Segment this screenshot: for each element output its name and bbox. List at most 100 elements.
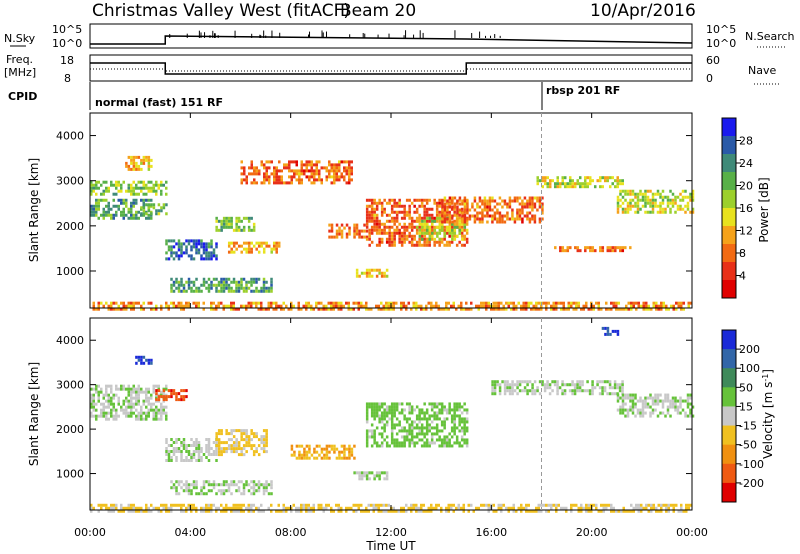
echo-cell <box>483 214 487 218</box>
echo-cell <box>190 438 193 441</box>
echo-cell <box>107 405 110 409</box>
echo-cell <box>355 274 359 278</box>
echo-cell <box>195 509 198 513</box>
echo-cell <box>395 408 399 412</box>
echo-cell <box>440 423 444 427</box>
echo-cell <box>90 183 93 187</box>
echo-cell <box>517 506 520 510</box>
echo-cell <box>305 301 308 305</box>
echo-cell <box>597 304 600 308</box>
echo-cell <box>348 447 351 451</box>
echo-cell <box>637 301 640 305</box>
echo-cell <box>95 183 98 187</box>
echo-cell <box>400 408 404 412</box>
echo-cell <box>370 429 374 433</box>
echo-cell <box>130 216 133 220</box>
echo-cell <box>516 199 519 203</box>
echo-cell <box>388 405 391 409</box>
echo-cell <box>651 210 655 214</box>
echo-cell <box>537 307 540 311</box>
echo-cell <box>187 239 191 243</box>
echo-cell <box>368 402 371 406</box>
echo-cell <box>92 304 95 308</box>
echo-cell <box>470 503 473 507</box>
echo-cell <box>456 219 459 223</box>
y-tick-label: 3000 <box>56 175 84 188</box>
echo-cell <box>348 453 351 457</box>
echo-cell <box>260 181 263 185</box>
echo-cell <box>382 304 385 308</box>
echo-cell <box>150 216 153 220</box>
echo-cell <box>438 198 441 202</box>
echo-cell <box>368 210 371 214</box>
echo-cell <box>448 217 452 221</box>
echo-cell <box>242 492 246 496</box>
echo-cell <box>457 503 460 507</box>
echo-cell <box>423 237 426 241</box>
echo-cell <box>235 219 238 223</box>
echo-cell <box>363 229 366 233</box>
echo-cell <box>105 405 108 409</box>
echo-cell <box>338 175 341 179</box>
echo-cell <box>407 506 410 510</box>
echo-cell <box>625 509 628 513</box>
echo-cell <box>448 196 452 200</box>
echo-cell <box>601 392 604 396</box>
echo-cell <box>657 307 660 311</box>
echo-cell <box>599 246 602 250</box>
echo-cell <box>258 172 261 176</box>
echo-cell <box>651 399 655 403</box>
echo-cell <box>115 414 118 418</box>
echo-cell <box>122 216 125 220</box>
echo-cell <box>338 456 341 460</box>
echo-cell <box>677 301 680 305</box>
echo-cell <box>621 201 625 205</box>
colorbar-segment <box>722 154 736 173</box>
echo-cell <box>197 301 200 305</box>
echo-cell <box>629 405 632 409</box>
echo-cell <box>197 492 201 496</box>
echo-cell <box>538 205 542 209</box>
echo-cell <box>182 304 185 308</box>
echo-cell <box>97 204 100 208</box>
echo-cell <box>482 503 485 507</box>
echo-cell <box>280 181 283 185</box>
echo-cell <box>112 183 115 187</box>
echo-cell <box>443 228 446 232</box>
echo-cell <box>619 246 622 250</box>
echo-cell <box>547 301 550 305</box>
echo-cell <box>255 301 258 305</box>
echo-cell <box>691 189 695 193</box>
echo-cell <box>546 185 549 189</box>
echo-cell <box>320 506 323 510</box>
echo-cell <box>420 243 424 247</box>
echo-cell <box>370 225 374 229</box>
echo-cell <box>435 304 438 308</box>
echo-cell <box>122 411 125 415</box>
echo-cell <box>395 432 399 436</box>
echo-cell <box>147 186 150 190</box>
echo-cell <box>684 204 687 208</box>
echo-cell <box>335 447 339 451</box>
echo-cell <box>170 389 173 393</box>
echo-cell <box>632 304 635 308</box>
echo-cell <box>405 234 409 238</box>
echo-cell <box>322 509 325 513</box>
echo-cell <box>130 509 133 513</box>
echo-cell <box>370 240 374 244</box>
echo-cell <box>125 387 128 391</box>
echo-cell <box>456 217 459 221</box>
echo-cell <box>578 383 582 387</box>
echo-cell <box>370 408 374 412</box>
echo-cell <box>669 402 672 406</box>
echo-cell <box>651 396 655 400</box>
echo-cell <box>433 405 436 409</box>
echo-cell <box>498 214 502 218</box>
echo-cell <box>187 483 191 487</box>
echo-cell <box>308 175 311 179</box>
echo-cell <box>478 199 482 203</box>
echo-cell <box>616 383 619 387</box>
echo-cell <box>137 396 140 400</box>
echo-cell <box>580 307 583 311</box>
